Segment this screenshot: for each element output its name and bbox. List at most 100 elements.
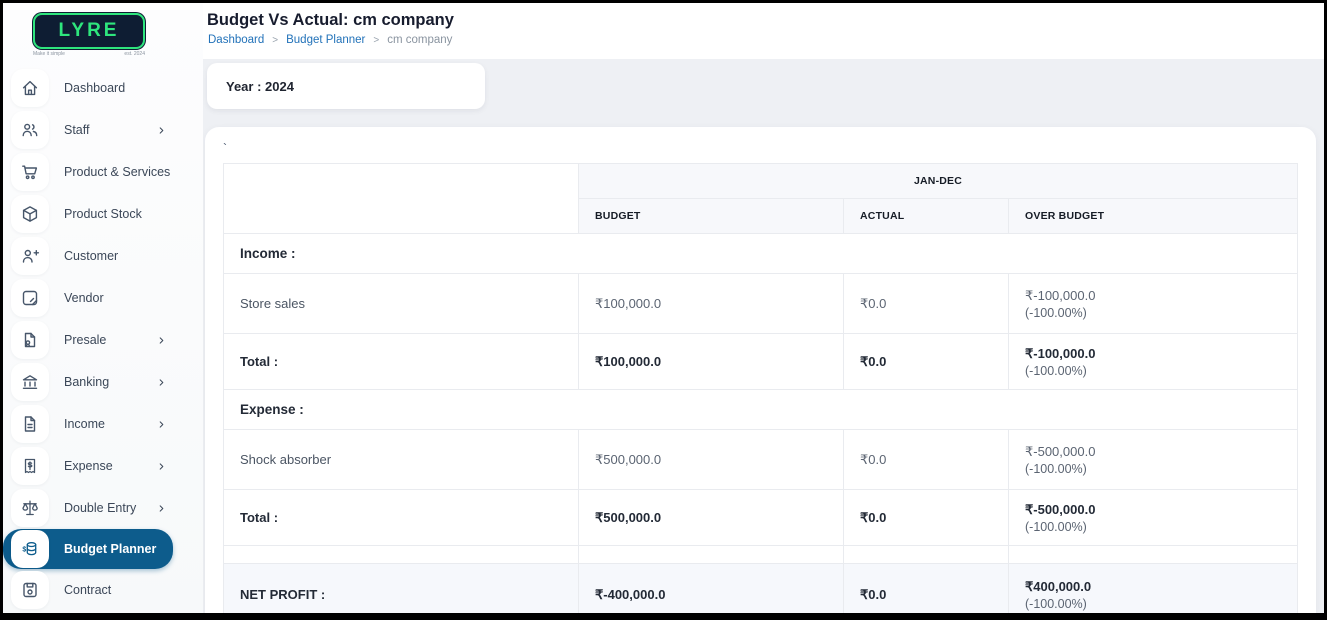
budget-cell: ₹-400,000.0 — [578, 563, 844, 613]
sidebar-item-label: Double Entry — [64, 501, 137, 515]
section-heading: Expense : — [222, 389, 1299, 430]
sidebar-item-dashboard[interactable]: Dashboard — [3, 67, 203, 109]
row-label: Store sales — [223, 273, 579, 334]
sidebar-item-label: Budget Planner — [64, 542, 157, 556]
box-icon — [11, 195, 49, 233]
logo-taglines: Make it simple est. 2024 — [33, 51, 145, 57]
row-label: Shock absorber — [223, 429, 579, 490]
sidebar-item-customer[interactable]: Customer — [3, 235, 203, 277]
sidebar-item-label: Contract — [64, 583, 112, 597]
over-budget-cell: ₹-500,000.0 (-100.00%) — [1007, 429, 1299, 490]
section-row-income: Income : — [222, 233, 1299, 274]
table-column-header-row: BUDGET ACTUAL OVER BUDGET — [224, 198, 1299, 234]
user-plus-icon — [11, 237, 49, 275]
staff-icon — [11, 111, 49, 149]
row-label: NET PROFIT : — [223, 563, 579, 613]
year-label: Year : 2024 — [226, 78, 294, 94]
svg-text:$: $ — [22, 547, 26, 554]
home-icon — [11, 69, 49, 107]
logo-tagline-right: est. 2024 — [124, 51, 145, 57]
net-profit-row: NET PROFIT : ₹-400,000.0 ₹0.0 ₹400,000.0… — [223, 563, 1299, 613]
actual-cell: ₹0.0 — [843, 563, 1009, 613]
page-header: Budget Vs Actual: cm company Dashboard >… — [203, 3, 1324, 59]
sidebar-item-income[interactable]: Income — [3, 403, 203, 445]
sidebar-item-label: Customer — [64, 249, 119, 263]
main-area: Budget Vs Actual: cm company Dashboard >… — [203, 3, 1324, 613]
sidebar-item-contract[interactable]: Contract — [3, 569, 203, 611]
breadcrumb-separator: > — [373, 34, 380, 46]
certificate-icon — [11, 321, 49, 359]
logo-text: LYRE — [58, 20, 120, 41]
table-row: Shock absorber ₹500,000.0 ₹0.0 ₹-500,000… — [223, 429, 1299, 490]
note-icon — [11, 279, 49, 317]
stray-character: ` — [223, 141, 227, 155]
sidebar-item-product-services[interactable]: Product & Services — [3, 151, 203, 193]
sidebar-item-label: Product Stock — [64, 207, 142, 221]
table-row-total: Total : ₹500,000.0 ₹0.0 ₹-500,000.0 (-100… — [223, 489, 1299, 546]
corner-cell — [223, 163, 579, 234]
actual-cell: ₹0.0 — [843, 333, 1009, 390]
brand-logo[interactable]: LYRE Make it simple est. 2024 — [3, 3, 203, 61]
sidebar-item-double-entry[interactable]: Double Entry — [3, 487, 203, 529]
sidebar-nav: Dashboard Staff Product & Services — [3, 67, 203, 611]
chevron-right-icon — [156, 377, 167, 388]
logo-tagline-left: Make it simple — [33, 51, 65, 57]
logo-badge: LYRE — [33, 13, 145, 49]
table-period-row: JAN-DEC — [223, 163, 1299, 234]
column-header-budget: BUDGET — [578, 198, 844, 234]
breadcrumb-link-budget-planner[interactable]: Budget Planner — [286, 34, 366, 46]
sidebar-item-product-stock[interactable]: Product Stock — [3, 193, 203, 235]
floppy-icon — [11, 571, 49, 609]
chevron-right-icon — [156, 335, 167, 346]
sidebar: LYRE Make it simple est. 2024 Dashboard … — [3, 3, 203, 613]
sidebar-item-label: Banking — [64, 375, 110, 389]
year-filter-card: Year : 2024 — [207, 63, 485, 109]
app-window: LYRE Make it simple est. 2024 Dashboard … — [3, 3, 1324, 613]
breadcrumb-link-dashboard[interactable]: Dashboard — [208, 34, 265, 46]
bank-icon — [11, 363, 49, 401]
sidebar-item-presale[interactable]: Presale — [3, 319, 203, 361]
row-label: Total : — [223, 333, 579, 390]
sidebar-item-expense[interactable]: Expense — [3, 445, 203, 487]
page-title: Budget Vs Actual: cm company — [207, 11, 454, 29]
actual-cell: ₹0.0 — [843, 273, 1009, 334]
spacer-row — [223, 545, 1299, 564]
breadcrumb: Dashboard > Budget Planner > cm company — [208, 34, 452, 46]
over-budget-cell: ₹400,000.0 (-100.00%) — [1007, 563, 1299, 613]
table-row: Store sales ₹100,000.0 ₹0.0 ₹-100,000.0(… — [223, 273, 1299, 334]
breadcrumb-separator: > — [272, 34, 279, 46]
sidebar-item-banking[interactable]: Banking — [3, 361, 203, 403]
sidebar-item-label: Product & Services — [64, 165, 171, 179]
actual-cell: ₹0.0 — [843, 489, 1009, 546]
sidebar-item-label: Staff — [64, 123, 90, 137]
section-row-expense: Expense : — [222, 389, 1299, 430]
sidebar-item-vendor[interactable]: Vendor — [3, 277, 203, 319]
sidebar-item-label: Vendor — [64, 291, 104, 305]
row-label: Total : — [223, 489, 579, 546]
chevron-right-icon — [156, 461, 167, 472]
breadcrumb-current: cm company — [387, 34, 453, 46]
table-row-total: Total : ₹100,000.0 ₹0.0 ₹-100,000.0 (-100… — [223, 333, 1299, 390]
column-header-actual: ACTUAL — [843, 198, 1009, 234]
budget-cell: ₹100,000.0 — [578, 333, 844, 390]
file-icon — [11, 405, 49, 443]
sidebar-item-budget-planner[interactable]: $ Budget Planner — [3, 529, 173, 569]
cart-icon — [11, 153, 49, 191]
scales-icon — [11, 489, 49, 527]
sidebar-item-label: Presale — [64, 333, 107, 347]
sidebar-item-staff[interactable]: Staff — [3, 109, 203, 151]
over-budget-cell: ₹-500,000.0 (-100.00%) — [1007, 489, 1299, 546]
actual-cell: ₹0.0 — [843, 429, 1009, 490]
budget-report-card: ` JAN-DEC BUDGET ACTUAL OVER BUDGET — [205, 127, 1316, 613]
receipt-icon — [11, 447, 49, 485]
over-budget-cell: ₹-100,000.0 (-100.00%) — [1007, 273, 1299, 334]
chevron-right-icon — [156, 125, 167, 136]
chevron-right-icon — [156, 419, 167, 430]
sidebar-item-label: Income — [64, 417, 105, 431]
budget-cell: ₹100,000.0 — [578, 273, 844, 334]
budget-table: JAN-DEC BUDGET ACTUAL OVER BUDGET Income… — [222, 163, 1299, 613]
sidebar-item-label: Dashboard — [64, 81, 126, 95]
budget-cell: ₹500,000.0 — [578, 429, 844, 490]
sidebar-item-label: Expense — [64, 459, 113, 473]
